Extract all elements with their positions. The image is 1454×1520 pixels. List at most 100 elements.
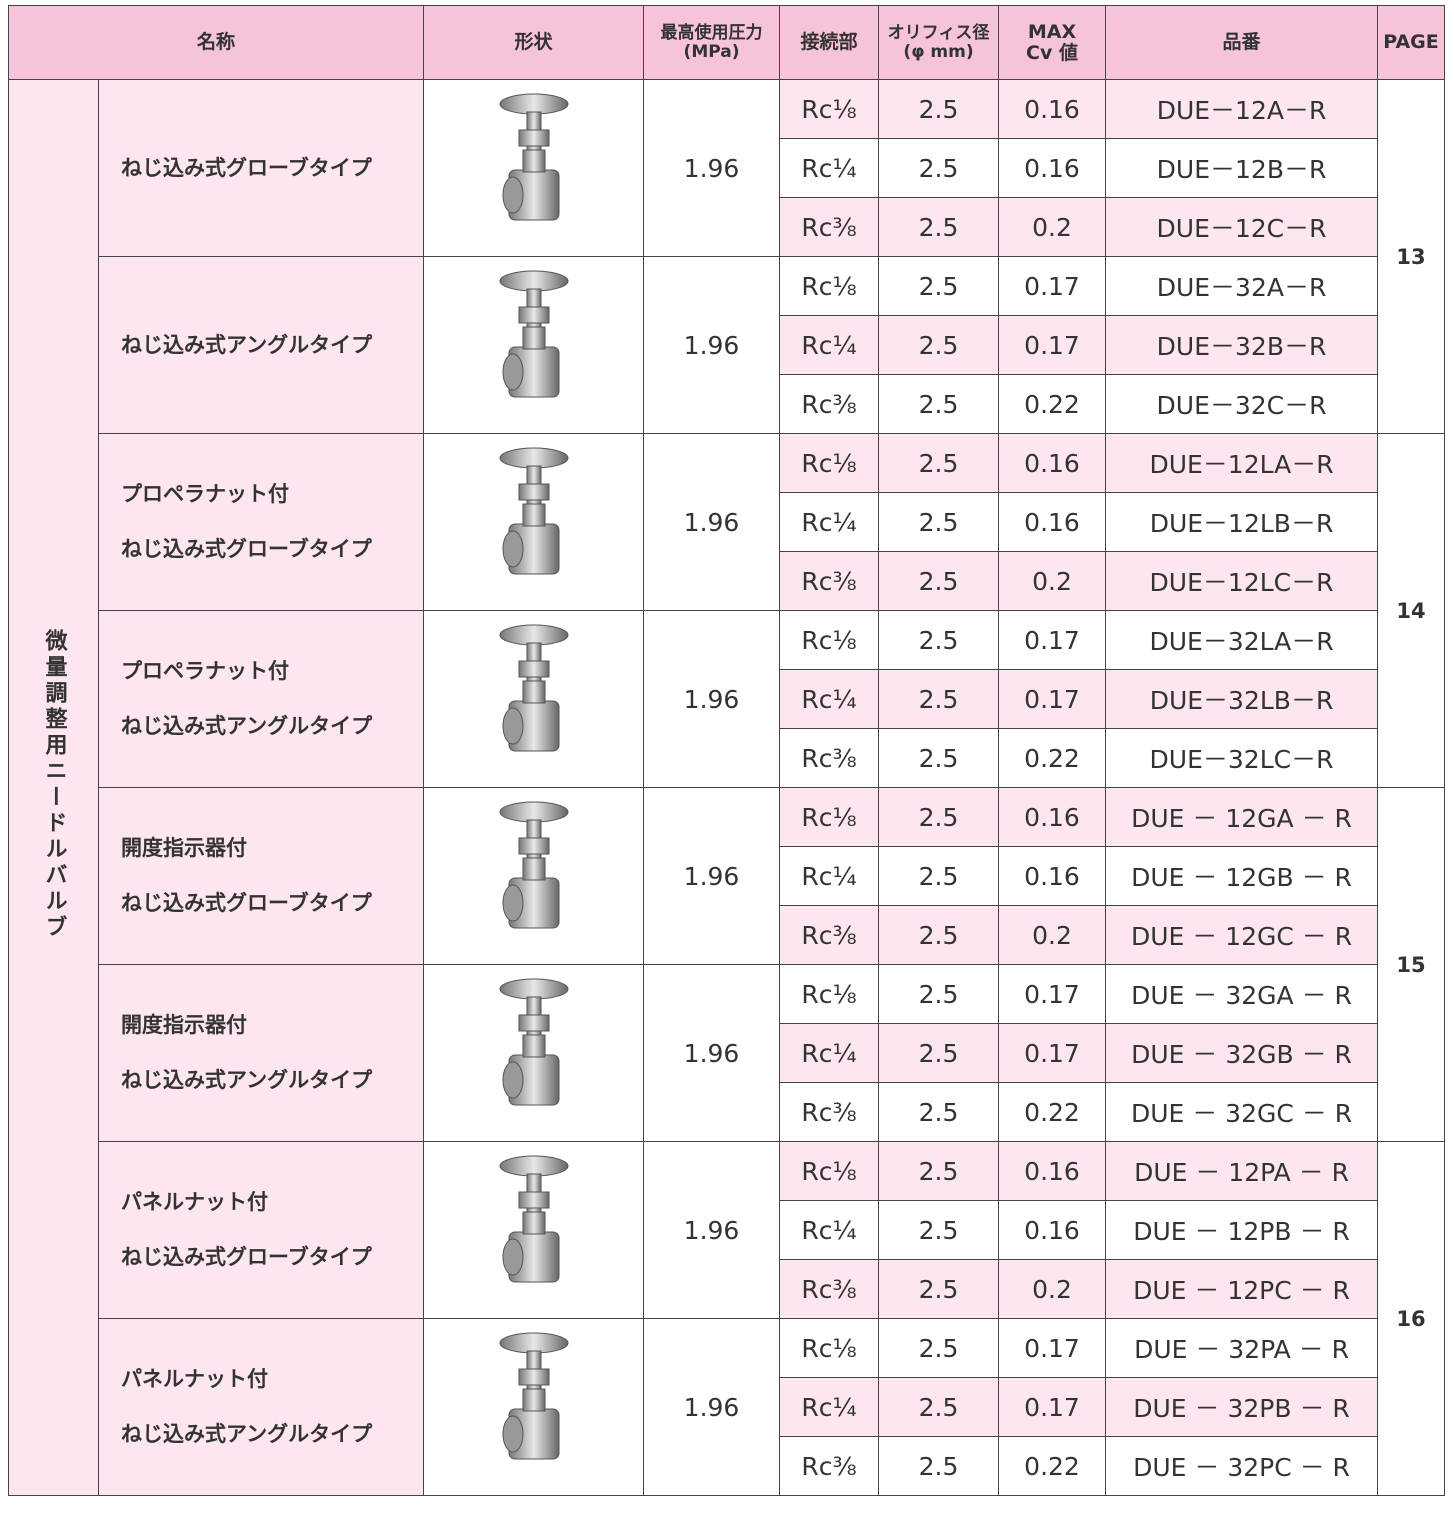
part-text: DUE－32LB－R: [1149, 686, 1334, 715]
part-text: DUE－12C－R: [1156, 214, 1327, 243]
header-cell: 接続部: [779, 5, 880, 80]
table-row: Rc³⁄₈ 2.5 0.22 DUE － 32PC － R: [9, 1436, 1445, 1496]
cv-text: 0.17: [1024, 979, 1080, 1009]
connection-text: Rc³⁄₈: [801, 1451, 857, 1481]
header-text: Cv 値: [1026, 41, 1078, 64]
cv-cell: 0.17: [998, 256, 1107, 316]
page-cell: 16: [1377, 1141, 1446, 1496]
shape-cell: [423, 610, 645, 788]
table-row: プロペラナット付 ねじ込み式グローブタイプ 1.96 Rc¹⁄₈ 2.5 0.16 DUE－…: [9, 433, 1446, 788]
cv-text: 0.16: [1024, 802, 1080, 832]
header-text: 名称: [197, 31, 236, 54]
orifice-cell: 2.5: [878, 374, 1000, 434]
header-text: MAX: [1027, 20, 1077, 43]
cv-cell: 0.17: [998, 964, 1107, 1024]
part-cell: DUE － 12GC － R: [1105, 905, 1379, 965]
cv-cell: 0.2: [998, 551, 1107, 611]
pressure-text: 1.96: [683, 684, 740, 714]
cv-text: 0.22: [1024, 743, 1080, 773]
name-text: プロペラナット付: [121, 482, 289, 507]
part-cell: DUE－32LB－R: [1105, 669, 1379, 729]
valve-image: [499, 93, 569, 221]
part-cell: DUE － 12GB － R: [1105, 846, 1379, 906]
cv-text: 0.17: [1024, 625, 1080, 655]
part-cell: DUE－12B－R: [1105, 138, 1379, 198]
pressure-cell: 1.96: [643, 256, 781, 434]
part-cell: DUE － 32GC － R: [1105, 1082, 1379, 1142]
connection-cell: Rc¹⁄₈: [779, 1141, 880, 1201]
part-text: DUE － 12PC － R: [1133, 1276, 1350, 1305]
orifice-text: 2.5: [918, 271, 959, 301]
cv-text: 0.16: [1024, 94, 1080, 124]
part-cell: DUE － 12PB － R: [1105, 1200, 1379, 1260]
table-row: Rc¹⁄₄ 2.5 0.17 DUE－32LB－R: [9, 669, 1445, 729]
pressure-cell: 1.96: [643, 964, 781, 1142]
shape-cell: [423, 433, 645, 611]
part-text: DUE － 12PB － R: [1133, 1217, 1350, 1246]
orifice-text: 2.5: [918, 1451, 959, 1481]
orifice-cell: 2.5: [878, 256, 1000, 316]
part-text: DUE－32C－R: [1156, 391, 1327, 420]
name-cell: ねじ込み式アングルタイプ: [97, 256, 425, 434]
connection-cell: Rc¹⁄₄: [779, 315, 880, 375]
orifice-cell: 2.5: [878, 1377, 1000, 1437]
orifice-text: 2.5: [918, 1274, 959, 1304]
pressure-text: 1.96: [683, 330, 740, 360]
connection-cell: Rc¹⁄₄: [779, 138, 880, 198]
connection-text: Rc¹⁄₄: [801, 330, 857, 360]
page-text: 15: [1396, 952, 1426, 977]
part-text: DUE － 32GC － R: [1130, 1099, 1353, 1128]
header-text: 形状: [514, 31, 553, 54]
table-row: 微量調整用ニードルバルブ ねじ込み式グローブタイプ 1.96 Rc¹⁄₈ 2.5 0.16…: [8, 79, 1446, 1496]
orifice-text: 2.5: [918, 1333, 959, 1363]
table-row: プロペラナット付 ねじ込み式アングルタイプ 1.96 Rc¹⁄₈ 2.5 0.17 DUE－…: [9, 610, 1445, 788]
connection-cell: Rc¹⁄₈: [779, 1318, 880, 1378]
connection-text: Rc¹⁄₄: [801, 1038, 857, 1068]
cv-text: 0.2: [1032, 566, 1072, 596]
table-row: Rc³⁄₈ 2.5 0.2 DUE － 12GC － R: [9, 905, 1445, 965]
connection-cell: Rc¹⁄₈: [779, 610, 880, 670]
header-cell: オリフィス径 (φ mm): [878, 5, 1000, 80]
table-row: Rc¹⁄₄ 2.5 0.16 DUE－12LB－R: [9, 492, 1445, 552]
category-text: 微量調整用ニードルバルブ: [41, 628, 67, 941]
part-cell: DUE － 32GB － R: [1105, 1023, 1379, 1083]
table-row: Rc¹⁄₄ 2.5 0.17 DUE － 32PB － R: [9, 1377, 1445, 1437]
part-cell: DUE － 32GA － R: [1105, 964, 1379, 1024]
part-text: DUE － 32PB － R: [1133, 1394, 1350, 1423]
orifice-cell: 2.5: [878, 787, 1000, 847]
orifice-text: 2.5: [918, 389, 959, 419]
connection-text: Rc¹⁄₄: [801, 507, 857, 537]
cv-cell: 0.16: [998, 433, 1107, 493]
connection-text: Rc¹⁄₄: [801, 684, 857, 714]
connection-text: Rc³⁄₈: [801, 212, 857, 242]
connection-cell: Rc¹⁄₄: [779, 846, 880, 906]
page-text: 14: [1396, 598, 1426, 623]
connection-cell: Rc³⁄₈: [779, 728, 880, 788]
page-cell: 15: [1377, 787, 1446, 1142]
connection-text: Rc³⁄₈: [801, 743, 857, 773]
cv-text: 0.16: [1024, 1215, 1080, 1245]
part-text: DUE－12LA－R: [1149, 450, 1334, 479]
cv-cell: 0.16: [998, 787, 1107, 847]
name-cell: ねじ込み式グローブタイプ: [97, 79, 425, 257]
header-text: (φ mm): [903, 41, 974, 62]
part-text: DUE － 12PA － R: [1134, 1158, 1349, 1187]
part-text: DUE－12LC－R: [1149, 568, 1334, 597]
orifice-text: 2.5: [918, 1215, 959, 1245]
shape-cell: [423, 79, 645, 257]
orifice-cell: 2.5: [878, 728, 1000, 788]
part-text: DUE － 32PA － R: [1134, 1335, 1349, 1364]
part-cell: DUE － 12PC － R: [1105, 1259, 1379, 1319]
connection-text: Rc¹⁄₈: [801, 271, 857, 301]
orifice-text: 2.5: [918, 566, 959, 596]
part-cell: DUE － 12GA － R: [1105, 787, 1379, 847]
table-row: Rc³⁄₈ 2.5 0.2 DUE－12C－R: [9, 197, 1445, 257]
cv-text: 0.22: [1024, 1097, 1080, 1127]
part-text: DUE － 12GB － R: [1131, 863, 1352, 892]
connection-text: Rc³⁄₈: [801, 1274, 857, 1304]
part-text: DUE － 32PC － R: [1133, 1453, 1350, 1482]
cv-text: 0.17: [1024, 1333, 1080, 1363]
header-cell: 形状: [423, 5, 645, 80]
pressure-cell: 1.96: [643, 787, 781, 965]
connection-cell: Rc¹⁄₈: [779, 433, 880, 493]
